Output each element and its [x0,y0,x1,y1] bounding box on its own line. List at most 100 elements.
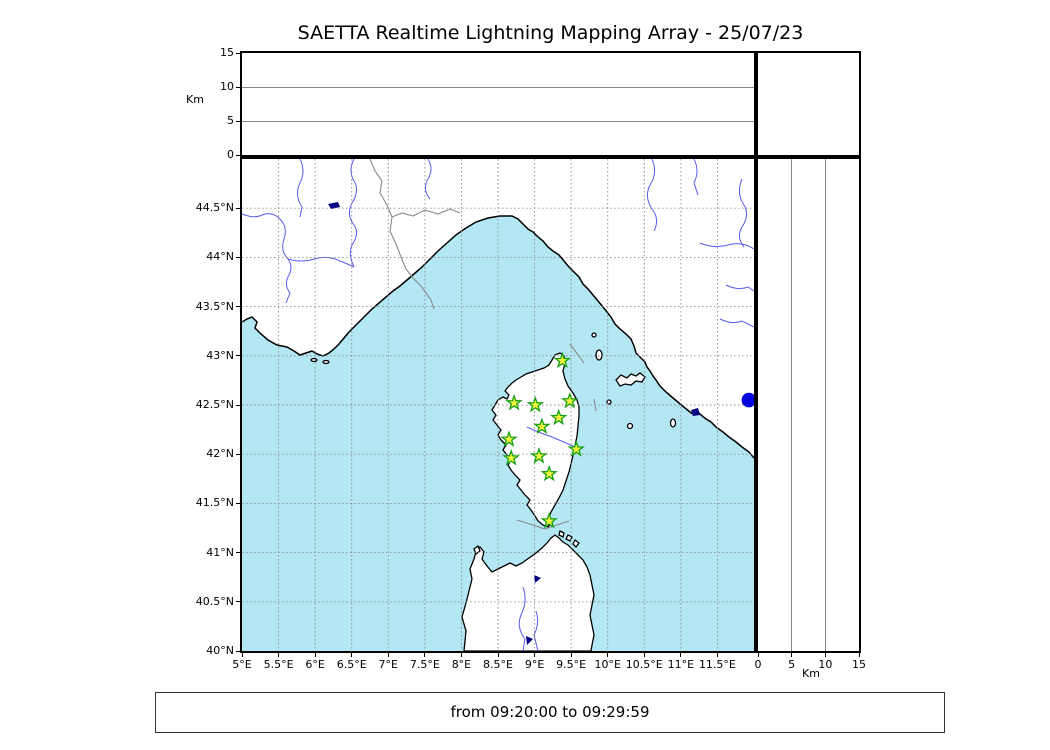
maddalena-island-3 [572,539,580,548]
altitude-axis-label-right: Km [802,667,820,680]
river [518,586,526,651]
station-marker [550,408,568,426]
time-window-box: from 09:20:00 to 09:29:59 [155,692,945,733]
lat-tick [236,601,240,603]
lat-tick-label: 44.5°N [195,201,234,215]
lat-tick [236,650,240,652]
lat-tick-label: 41.5°N [195,496,234,510]
lat-tick [236,453,240,455]
lake [526,636,533,645]
country-border [369,159,435,310]
lat-tick-label: 43°N [206,348,234,362]
altitude-latitude-panel [758,159,861,653]
top-km-tick [236,86,240,88]
lat-tick [236,306,240,308]
top-km-tick-label: 10 [220,80,234,93]
right-panel-gridline [791,159,793,651]
map-markers [500,351,754,529]
lon-tick [460,653,462,657]
river [348,159,358,268]
sardinia-island [461,534,595,651]
lat-tick-label: 40°N [206,644,234,657]
top-km-tick-label: 0 [227,148,234,161]
right-km-tick-label: 10 [818,658,833,671]
maddalena-island-2 [565,534,573,542]
lon-tick [607,653,609,657]
right-panel-gridline [824,159,826,651]
river [719,318,754,328]
giglio-island [669,418,677,428]
top-km-tick-label: 5 [227,114,234,127]
coastal-lagoon [691,408,700,416]
lat-tick [236,404,240,406]
lat-tick-label: 40.5°N [195,594,234,608]
lightning-event-dot [741,392,754,408]
right-km-tick [858,653,860,657]
mainland-coastline [242,215,754,459]
lon-tick [643,653,645,657]
lon-tick-label: 9°E [524,658,545,671]
right-km-tick-label: 0 [754,658,762,671]
lon-tick-label: 11°E [667,658,695,671]
lat-tick-label: 42°N [206,447,234,461]
altitude-longitude-panel [240,51,758,155]
altitude-axis-label-top: Km [186,93,204,106]
river [725,284,754,292]
gorgona-island [591,332,597,338]
lon-tick [424,653,426,657]
lon-tick-label: 11.5°E [698,658,736,671]
corner-panel [758,51,861,159]
station-marker [540,511,558,529]
top-km-tick [236,120,240,122]
maddalena-island-1 [558,530,565,538]
right-km-tick [757,653,759,657]
station-marker [526,395,545,413]
station-marker [533,417,551,435]
page-title: SAETTA Realtime Lightning Mapping Array … [297,22,804,44]
capraia-island [595,349,603,361]
top-km-tick-label: 15 [220,46,234,59]
map-panel [240,155,758,653]
river [533,610,539,651]
lon-tick-label: 10.5°E [625,658,663,671]
lon-tick [680,653,682,657]
lon-tick [716,653,718,657]
station-marker [553,351,572,369]
time-window-text: from 09:20:00 to 09:29:59 [450,703,650,721]
lat-tick-label: 43.5°N [195,299,234,313]
lon-tick-label: 9.5°E [556,658,587,671]
river [296,159,304,218]
right-km-tick-label: 5 [788,658,796,671]
station-marker [502,448,520,466]
lon-tick [314,653,316,657]
hyeres-island-2 [322,359,330,365]
lon-tick-label: 8°E [451,658,472,671]
right-km-tick-label: 15 [852,658,866,671]
lon-tick-label: 7°E [378,658,398,671]
lon-tick [497,653,499,657]
lon-tick [351,653,353,657]
sea-area [242,216,754,651]
lon-tick-label: 8.5°E [483,658,513,671]
top-panel-gridline [242,86,754,88]
lat-tick-label: 44°N [206,250,234,264]
lon-tick-label: 5.5°E [263,658,294,671]
station-marker [530,447,548,464]
station-marker [500,430,518,447]
lon-tick [534,653,536,657]
river [242,213,292,304]
station-marker [560,391,579,409]
lon-tick [278,653,280,657]
river [699,242,754,250]
river [693,159,699,196]
lake [534,575,541,583]
station-marker [505,393,523,411]
lon-tick [387,653,389,657]
river [738,178,748,248]
lat-tick [236,552,240,554]
hyeres-island-1 [310,357,318,363]
region-border [391,208,461,218]
lat-tick [236,502,240,504]
lon-tick-label: 10°E [594,658,621,671]
